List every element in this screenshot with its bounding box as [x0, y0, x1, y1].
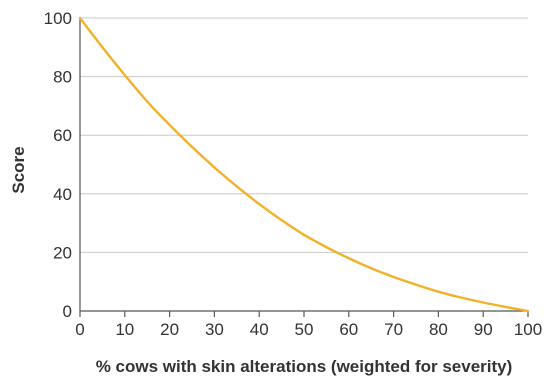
x-tick-label-20: 20 — [160, 320, 179, 339]
x-tick-label-60: 60 — [339, 320, 358, 339]
x-tick-label-10: 10 — [115, 320, 134, 339]
y-tick-label-20: 20 — [53, 243, 72, 262]
x-axis-label: % cows with skin alterations (weighted f… — [96, 357, 513, 376]
x-tick-labels: 0 10 20 30 40 50 60 70 80 90 100 — [75, 320, 542, 339]
y-tick-label-60: 60 — [53, 126, 72, 145]
x-tick-label-30: 30 — [205, 320, 224, 339]
axes — [79, 18, 529, 317]
y-tick-label-40: 40 — [53, 185, 72, 204]
x-tick-label-100: 100 — [514, 320, 542, 339]
gridlines — [80, 17, 528, 253]
y-tick-labels: 0 20 40 60 80 100 — [44, 9, 72, 321]
y-tick-label-80: 80 — [53, 68, 72, 87]
series-line-0 — [78, 16, 530, 313]
y-tick-label-0: 0 — [63, 302, 72, 321]
x-tick-label-40: 40 — [250, 320, 269, 339]
x-tick-label-90: 90 — [474, 320, 493, 339]
y-tick-label-100: 100 — [44, 9, 72, 28]
x-tick-label-80: 80 — [429, 320, 448, 339]
x-tick-label-0: 0 — [75, 320, 84, 339]
x-tick-label-50: 50 — [295, 320, 314, 339]
x-tick-label-70: 70 — [384, 320, 403, 339]
series-group — [78, 16, 530, 313]
y-axis-label: Score — [9, 146, 28, 193]
